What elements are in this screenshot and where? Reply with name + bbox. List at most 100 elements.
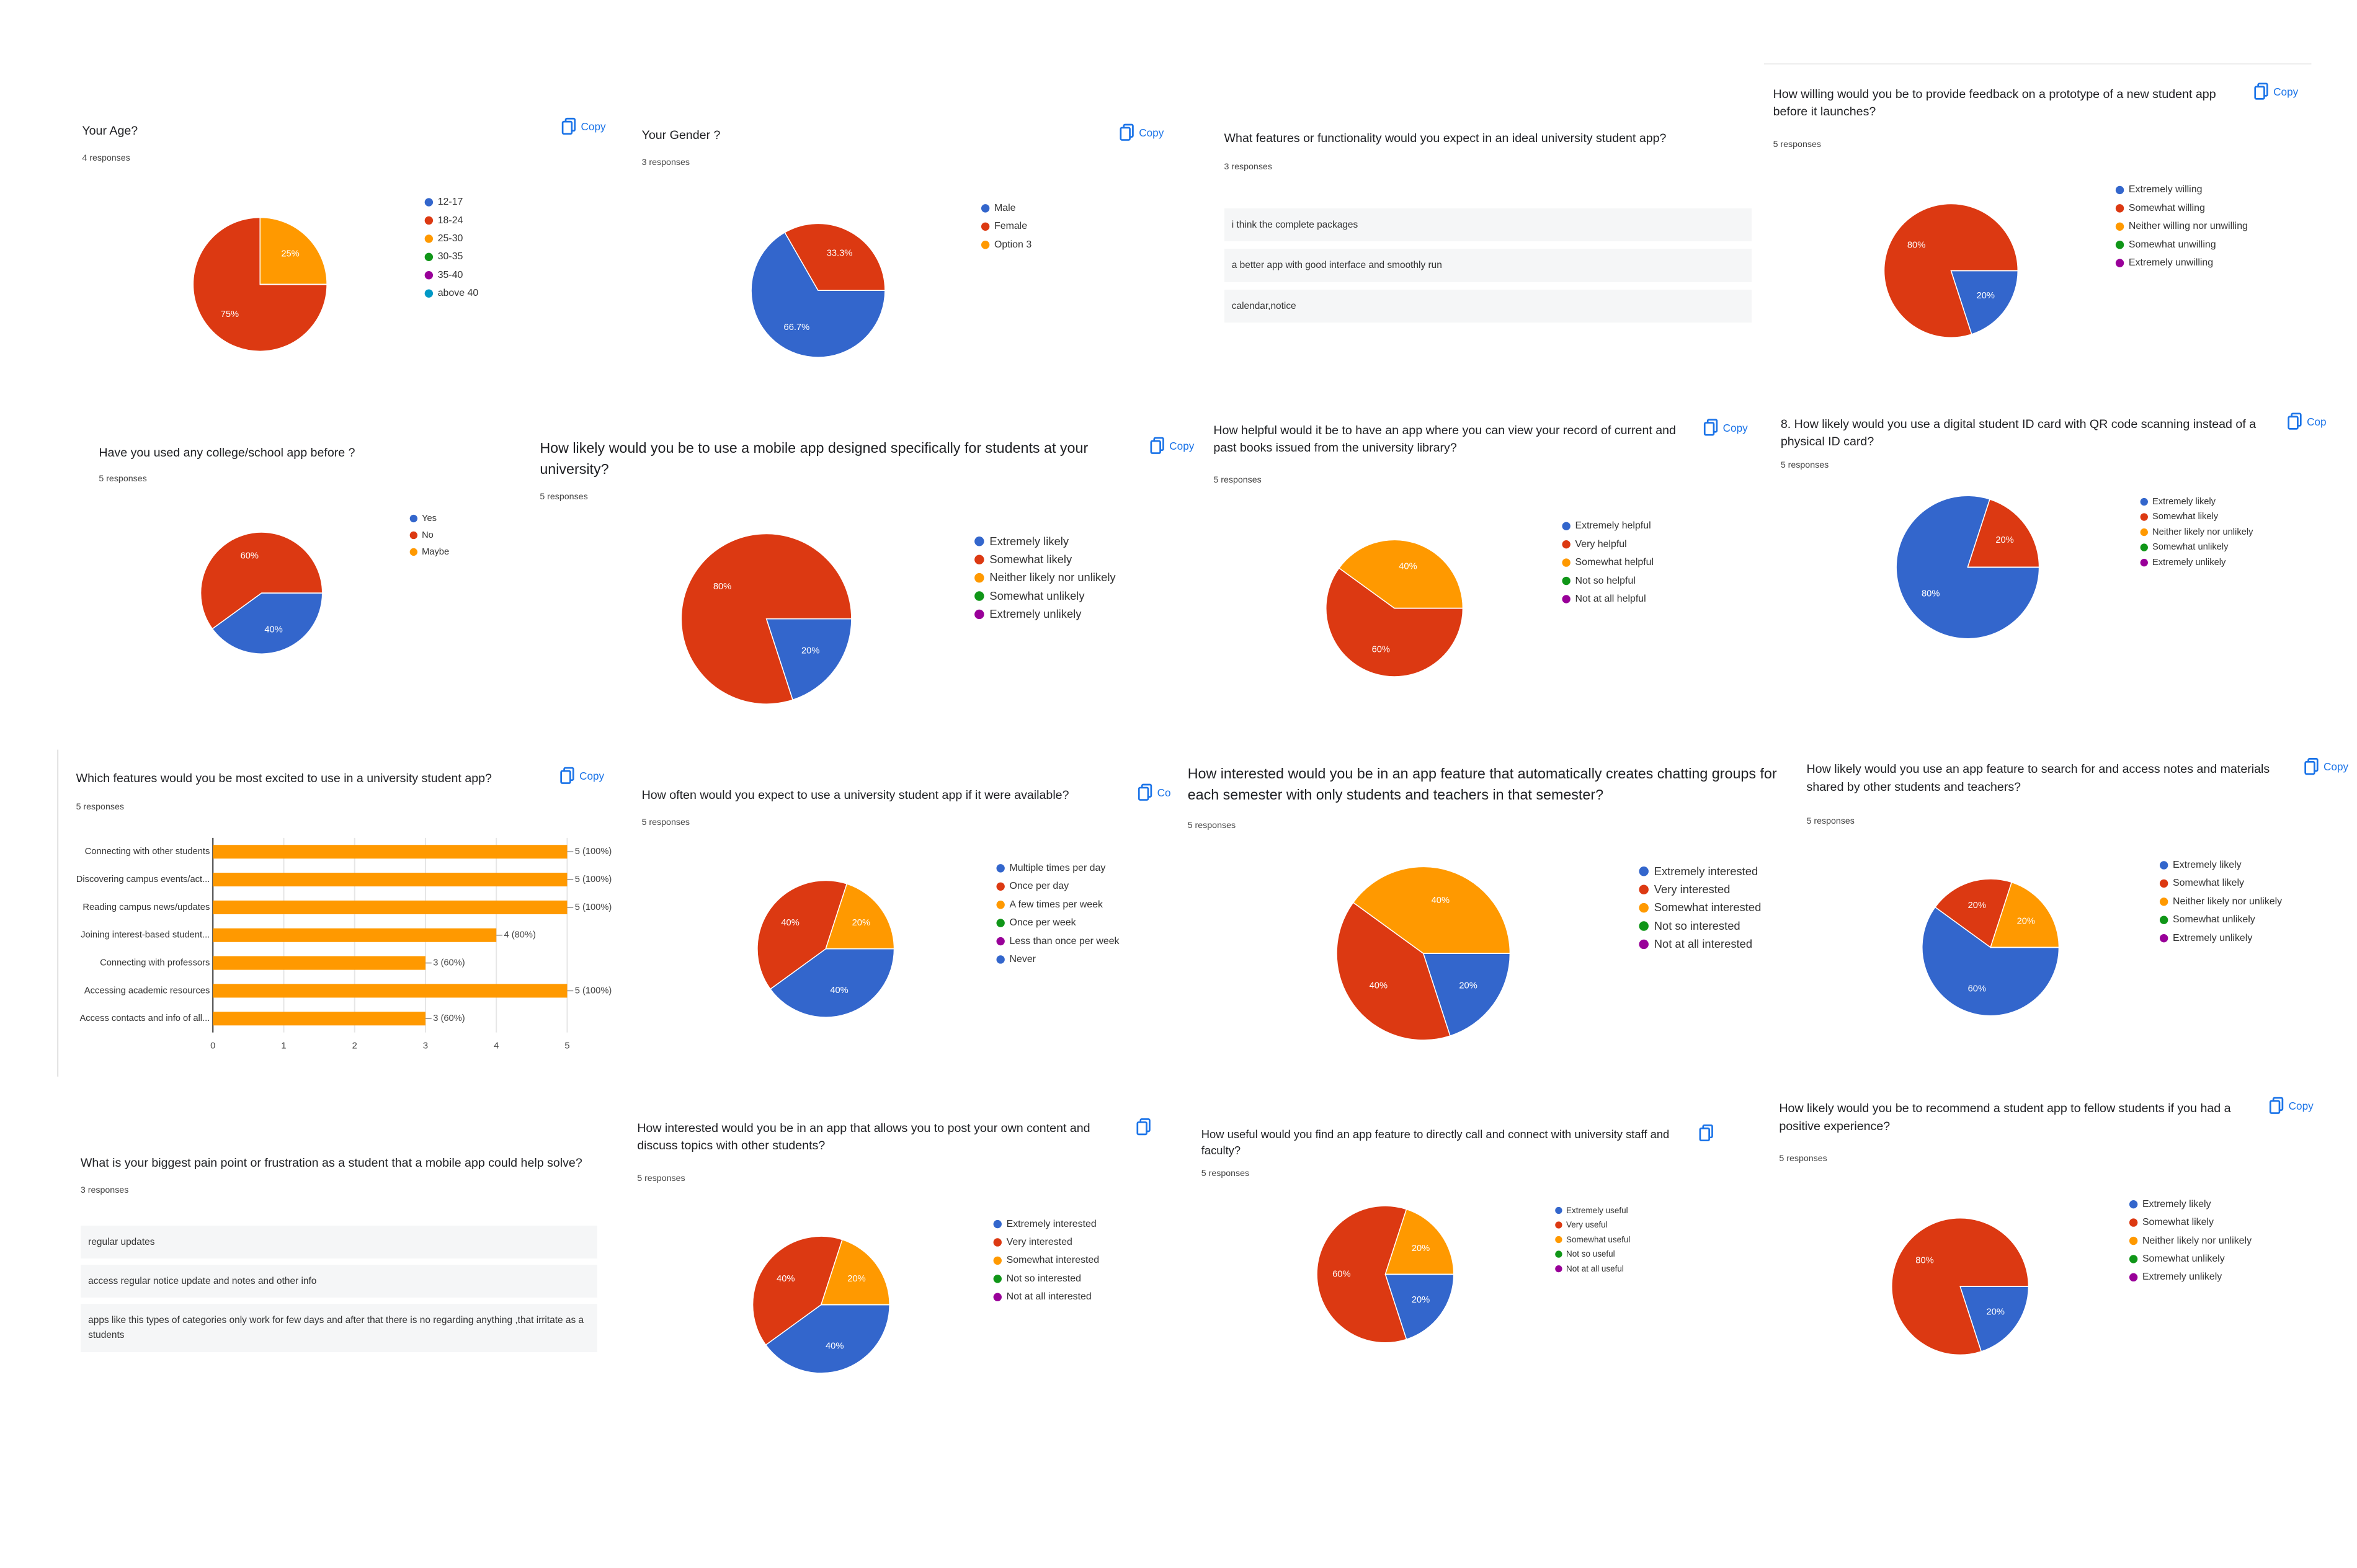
legend-swatch: [2140, 528, 2148, 537]
legend-label: Somewhat unlikely: [2152, 542, 2229, 553]
legend-label: Extremely willing: [2128, 184, 2203, 195]
legend-label: Not so interested: [1006, 1273, 1081, 1284]
legend-label: Somewhat helpful: [1575, 557, 1654, 568]
legend-swatch: [996, 901, 1005, 909]
copy-button[interactable]: Cop: [2307, 415, 2327, 428]
legend-label: Not so helpful: [1575, 575, 1636, 586]
value-label: 3 (60%): [433, 1013, 465, 1023]
copy-icon: [1699, 1127, 1710, 1142]
legend-swatch: [996, 882, 1005, 891]
slice-label: 20%: [1968, 901, 1986, 911]
legend-swatch: [1562, 540, 1571, 549]
legend-label: Somewhat likely: [2172, 878, 2245, 889]
copy-icon: [1150, 440, 1161, 454]
pie-slice: [1326, 567, 1464, 677]
legend-swatch: [2129, 1218, 2138, 1227]
legend-swatch: [974, 609, 984, 620]
legend-swatch: [2115, 222, 2124, 231]
question-title: How interested would you be in an app th…: [637, 1121, 1090, 1153]
response-count: 3 responses: [80, 1185, 129, 1196]
response-count: 5 responses: [641, 817, 690, 827]
legend-label: Once per day: [1009, 881, 1069, 892]
legend-label: No: [422, 530, 434, 540]
legend-label: A few times per week: [1009, 899, 1103, 910]
slice-label: 20%: [1977, 291, 1995, 301]
legend-swatch: [2159, 915, 2168, 924]
copy-button[interactable]: Copy: [1722, 421, 1748, 434]
legend-label: Less than once per week: [1009, 935, 1120, 947]
pie-slice: [1950, 270, 2019, 335]
pie-slice: [1896, 495, 2040, 639]
legend-label: Yes: [422, 513, 437, 523]
legend-label: Very interested: [1654, 883, 1731, 896]
legend-swatch: [1555, 1265, 1562, 1273]
x-tick-label: 0: [210, 1041, 215, 1051]
legend-swatch: [424, 289, 434, 298]
pie-slice: [757, 880, 848, 990]
pie-slice: [1883, 203, 2019, 339]
pie-slice: [1384, 1273, 1455, 1340]
copy-button[interactable]: Copy: [1169, 439, 1195, 452]
legend-swatch: [974, 591, 984, 601]
legend-swatch: [1639, 884, 1649, 894]
pie-slice: [200, 532, 323, 630]
legend-swatch: [974, 572, 984, 583]
legend-swatch: [1639, 902, 1649, 913]
bar: [213, 845, 568, 859]
copy-button[interactable]: Copy: [581, 120, 606, 133]
pie-slice: [1959, 1286, 2030, 1352]
copy-icon: [560, 770, 571, 784]
answer: i think the complete packages: [1224, 208, 1752, 242]
response-count: 5 responses: [1773, 139, 1821, 149]
legend-label: Multiple times per day: [1009, 862, 1106, 873]
copy-button[interactable]: Copy: [1139, 126, 1164, 139]
pie-slice: [1922, 906, 2060, 1017]
pie-slice: [825, 883, 895, 950]
slice-label: 40%: [826, 1342, 844, 1352]
legend-swatch: [1562, 558, 1571, 567]
slice-label: 25%: [281, 249, 299, 259]
legend-swatch: [2159, 898, 2168, 906]
pie-slice: [192, 216, 327, 352]
pie-slice: [820, 1239, 890, 1306]
value-label: 3 (60%): [433, 958, 465, 968]
answer: apps like this types of categories only …: [80, 1304, 598, 1352]
question-title: How interested would you be in an app fe…: [1187, 765, 1777, 803]
legend-label: 35-40: [437, 269, 463, 280]
pie-slice: [212, 592, 323, 654]
copy-button[interactable]: Copy: [2288, 1099, 2314, 1112]
copy-button[interactable]: Copy: [2273, 85, 2299, 98]
answer-list: regular updates access regular notice upd…: [80, 1226, 598, 1358]
legend-label: 25-30: [437, 233, 463, 244]
legend-swatch: [993, 1275, 1002, 1283]
question-title: How likely would you be to recommend a s…: [1779, 1102, 2231, 1133]
bar: [213, 984, 568, 998]
legend-swatch: [1562, 522, 1571, 530]
slice-label: 80%: [1915, 1255, 1933, 1265]
legend-swatch: [981, 222, 990, 231]
legend-label: Extremely interested: [1654, 864, 1758, 878]
copy-button[interactable]: Copy: [2324, 760, 2349, 773]
slice-label: 40%: [1432, 896, 1450, 906]
slice-label: 20%: [1412, 1295, 1430, 1305]
response-count: 3 responses: [641, 157, 690, 167]
bar: [213, 1012, 426, 1026]
slice-label: 40%: [781, 918, 799, 928]
legend-label: Extremely unwilling: [2128, 257, 2214, 269]
legend-label: Extremely likely: [2172, 860, 2242, 870]
copy-button[interactable]: Co: [1157, 786, 1171, 799]
response-count: 4 responses: [82, 153, 130, 163]
response-count: 5 responses: [1780, 460, 1829, 470]
slice-label: 40%: [1399, 561, 1417, 571]
value-label: 5 (100%): [575, 875, 612, 884]
response-count: 5 responses: [1201, 1169, 1250, 1179]
y-tick-label: Discovering campus events/act...: [76, 875, 210, 884]
pie-slice: [1891, 1217, 2030, 1356]
copy-button[interactable]: Copy: [579, 769, 605, 782]
pie-slice: [1384, 1208, 1455, 1275]
copy-icon: [561, 120, 573, 135]
legend-swatch: [2115, 185, 2124, 195]
slice-label: 40%: [1370, 981, 1388, 991]
